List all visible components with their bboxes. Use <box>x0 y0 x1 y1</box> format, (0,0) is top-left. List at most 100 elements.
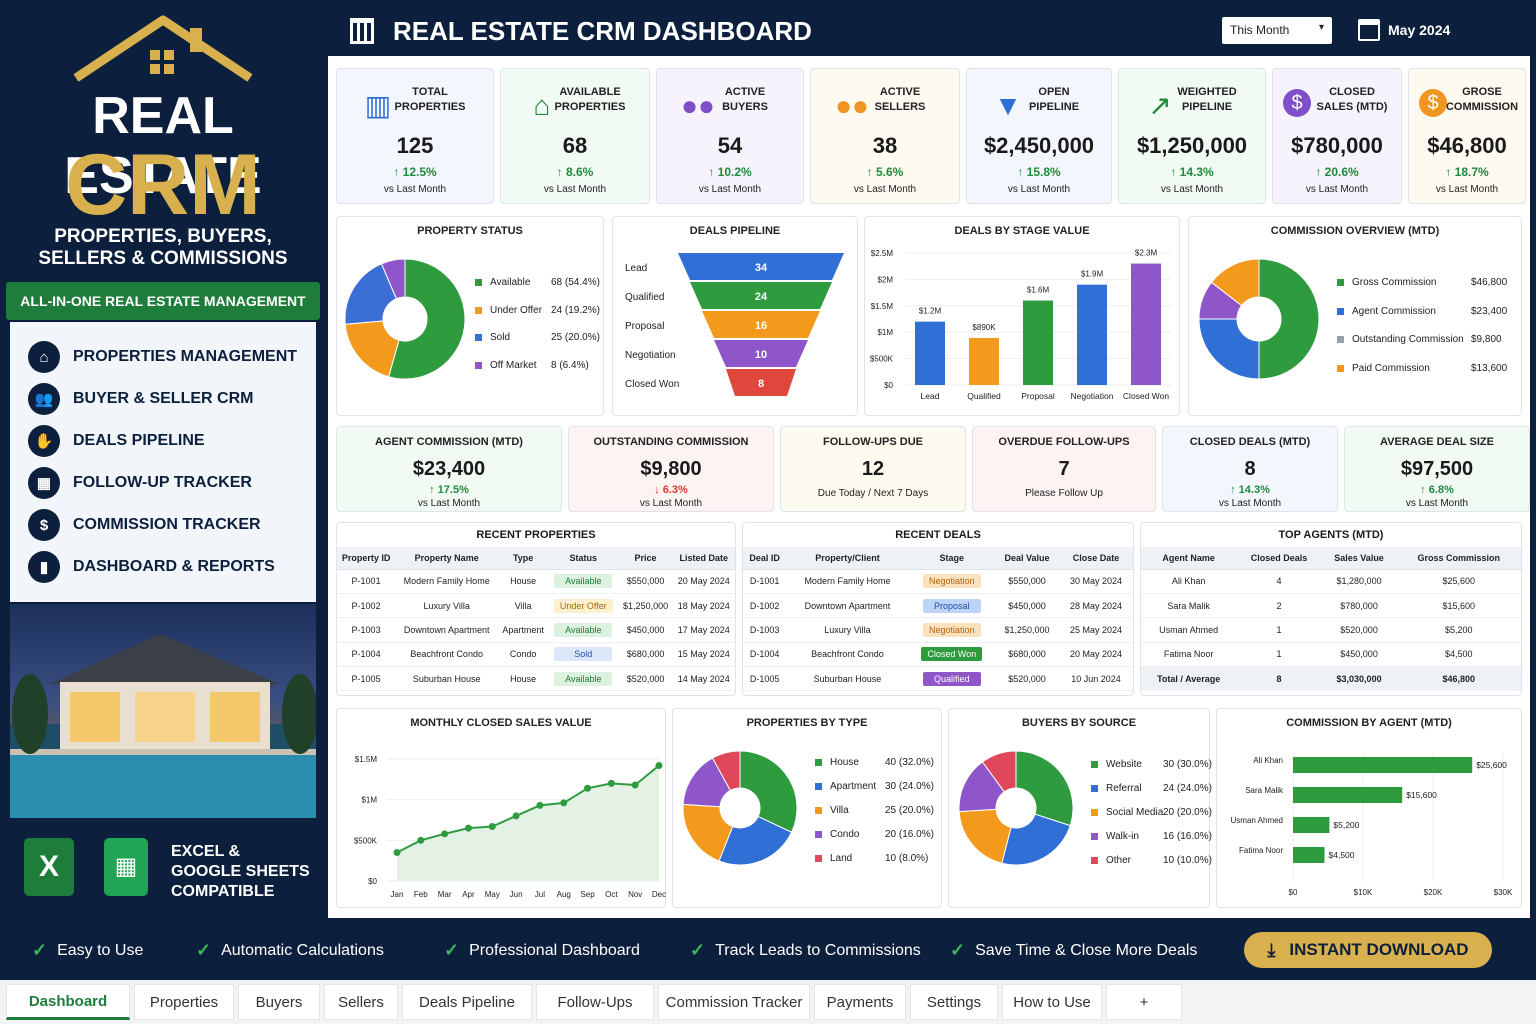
bar <box>915 321 945 385</box>
brand-logo: REAL ESTATE CRM PROPERTIES, BUYERS, SELL… <box>0 0 326 280</box>
arrow-up-icon: ↑ <box>429 484 438 496</box>
y-tick-label: $1.5M <box>355 755 378 764</box>
table-cell: 4 <box>1236 569 1322 594</box>
tab-settings[interactable]: Settings <box>910 984 998 1020</box>
table-row[interactable]: Fatima Noor 1 $450,000 $4,500 <box>1141 642 1521 668</box>
table-row[interactable]: Usman Ahmed 1 $520,000 $5,200 <box>1141 617 1521 643</box>
donut-slice-agent <box>1198 318 1260 380</box>
column-header: Deal ID <box>743 547 787 570</box>
table-row[interactable]: P-1001 Modern Family Home House Available $5… <box>337 569 735 594</box>
kpi-subtext: vs Last Month <box>1435 184 1499 195</box>
data-label: $2.3M <box>1135 249 1158 258</box>
table-row[interactable]: P-1002 Luxury Villa Villa Under Offer $1,250… <box>337 593 735 619</box>
excel-line1: EXCEL & <box>171 843 241 860</box>
table-row[interactable]: D-1004 Beachfront Condo Closed Won $680,000… <box>743 642 1133 668</box>
arrow-up-icon: ↑ <box>866 165 876 179</box>
bar <box>1293 757 1473 773</box>
table-row[interactable]: P-1003 Downtown Apartment Apartment Availab… <box>337 617 735 643</box>
table-cell: 20 May 2024 <box>1059 642 1133 668</box>
table-cell: $1,250,000 <box>995 617 1060 643</box>
x-tick-label: Lead <box>921 391 940 401</box>
legend-swatch <box>1091 833 1098 840</box>
excel-icon: X <box>24 838 74 896</box>
table-cell: 18 May 2024 <box>672 593 735 619</box>
table-row[interactable]: D-1003 Luxury Villa Negotiation $1,250,000 2… <box>743 617 1133 643</box>
table-cell: $25,600 <box>1396 569 1521 594</box>
instant-download-button[interactable]: ⤓ INSTANT DOWNLOAD <box>1244 932 1492 968</box>
tab-commission-tracker[interactable]: Commission Tracker <box>658 984 810 1020</box>
status-badge: Available <box>554 671 613 686</box>
table-row[interactable]: Sara Malik 2 $780,000 $15,600 <box>1141 593 1521 619</box>
menu-item[interactable]: ✋ DEALS PIPELINE <box>28 425 205 457</box>
x-tick-label: Oct <box>605 890 618 899</box>
menu-item-label: BUYER & SELLER CRM <box>73 390 254 407</box>
bar <box>1131 263 1161 385</box>
add-sheet-button[interactable]: + <box>1106 984 1182 1020</box>
excel-compat: X ▦ EXCEL & GOOGLE SHEETS COMPATIBLE <box>10 822 316 914</box>
legend-item: Villa 25 (20.0%) <box>815 805 945 816</box>
legend-swatch <box>475 306 482 314</box>
menu-item[interactable]: ▮ DASHBOARD & REPORTS <box>28 551 275 583</box>
tab-deals-pipeline[interactable]: Deals Pipeline <box>402 984 532 1020</box>
legend-value: 16 (16.0%) <box>1163 831 1212 842</box>
excel-line2: GOOGLE SHEETS <box>171 863 310 880</box>
commission-donut <box>1198 258 1320 380</box>
feature-item: ✓ Easy to Use <box>32 940 143 961</box>
legend-label: Agent Commission <box>1352 305 1436 317</box>
table-cell: $5,200 <box>1396 617 1521 643</box>
tab-how-to-use[interactable]: How to Use <box>1002 984 1102 1020</box>
table-row[interactable]: P-1004 Beachfront Condo Condo Sold $680,000 1… <box>337 642 735 668</box>
kpi-change: ↑ 20.6% <box>1273 165 1401 179</box>
kpi-label: GROSE COMMISSION <box>1409 85 1525 115</box>
table-cell: D-1005 <box>743 666 787 692</box>
commission-by-agent-panel: COMMISSION BY AGENT (MTD) $0 $10K $20K $30K… <box>1216 708 1522 908</box>
summary-value: $23,400 <box>412 458 486 480</box>
x-tick-label: Jun <box>510 890 523 899</box>
tab-sellers[interactable]: Sellers <box>324 984 398 1020</box>
menu-item[interactable]: 👥 BUYER & SELLER CRM <box>28 383 253 415</box>
kpi-change-value: 14.3% <box>1179 165 1214 179</box>
legend-label: House <box>830 757 859 768</box>
table-row[interactable]: P-1005 Suburban House House Available $520,0… <box>337 666 735 692</box>
kpi-change: ↑ 15.8% <box>967 165 1111 179</box>
table-row[interactable]: D-1005 Suburban House Qualified $520,000 10 … <box>743 666 1133 692</box>
tab-dashboard[interactable]: Dashboard <box>6 984 130 1020</box>
legend-label: Paid Commission <box>1352 362 1430 374</box>
total-cell: Total / Average <box>1141 666 1237 692</box>
kpi-label-line2: SALES (MTD) <box>1316 101 1388 113</box>
table-row[interactable]: D-1001 Modern Family Home Negotiation $550,… <box>743 569 1133 594</box>
feature-item: ✓ Automatic Calculations <box>196 940 384 961</box>
legend-item: Available 68 (54.4%) <box>475 277 611 288</box>
kpi-label: WEIGHTED PIPELINE <box>1119 85 1265 115</box>
table-cell: House <box>498 569 549 594</box>
kpi-subtext: vs Last Month <box>1007 184 1071 195</box>
y-tick-label: Sara Malik <box>1245 786 1284 795</box>
check-icon: ✓ <box>950 940 966 960</box>
top-agents-panel: TOP AGENTS (MTD) Agent Name Closed Deals S… <box>1140 522 1522 696</box>
period-select[interactable]: This Month ▾ <box>1222 17 1332 44</box>
arrow-up-icon: ↑ <box>1230 484 1239 496</box>
tab-payments[interactable]: Payments <box>814 984 906 1020</box>
tab-follow-ups[interactable]: Follow-Ups <box>536 984 654 1020</box>
menu-item[interactable]: $ COMMISSION TRACKER <box>28 509 261 541</box>
menu-item[interactable]: ⌂ PROPERTIES MANAGEMENT <box>28 341 297 373</box>
buyers-icon: ●● <box>681 90 715 121</box>
arrow-up-icon: ↑ <box>1315 165 1325 179</box>
legend-swatch <box>1091 785 1098 792</box>
kpi-change: ↑ 10.2% <box>657 165 803 179</box>
panel-title: COMMISSION BY AGENT (MTD) <box>1286 717 1452 729</box>
legend-value: 24 (24.0%) <box>1163 783 1212 794</box>
legend-item: Other 10 (10.0%) <box>1091 855 1223 866</box>
summary-subtext: vs Last Month <box>1218 498 1282 509</box>
donut-slice-house <box>739 750 798 833</box>
tab-properties[interactable]: Properties <box>134 984 234 1020</box>
summary-change-value: 6.8% <box>1428 484 1454 496</box>
table-row[interactable]: Ali Khan 4 $1,280,000 $25,600 <box>1141 569 1521 594</box>
donut-slice-villa <box>682 803 734 862</box>
tab-buyers[interactable]: Buyers <box>238 984 320 1020</box>
kpi-card: ⌂ AVAILABLE PROPERTIES 68 ↑ 8.6% vs Last Mont… <box>500 68 650 204</box>
feature-label: Save Time & Close More Deals <box>975 941 1198 959</box>
menu-item[interactable]: ▦ FOLLOW-UP TRACKER <box>28 467 252 499</box>
data-point <box>655 762 663 770</box>
table-row[interactable]: D-1002 Downtown Apartment Proposal $450,000… <box>743 593 1133 619</box>
